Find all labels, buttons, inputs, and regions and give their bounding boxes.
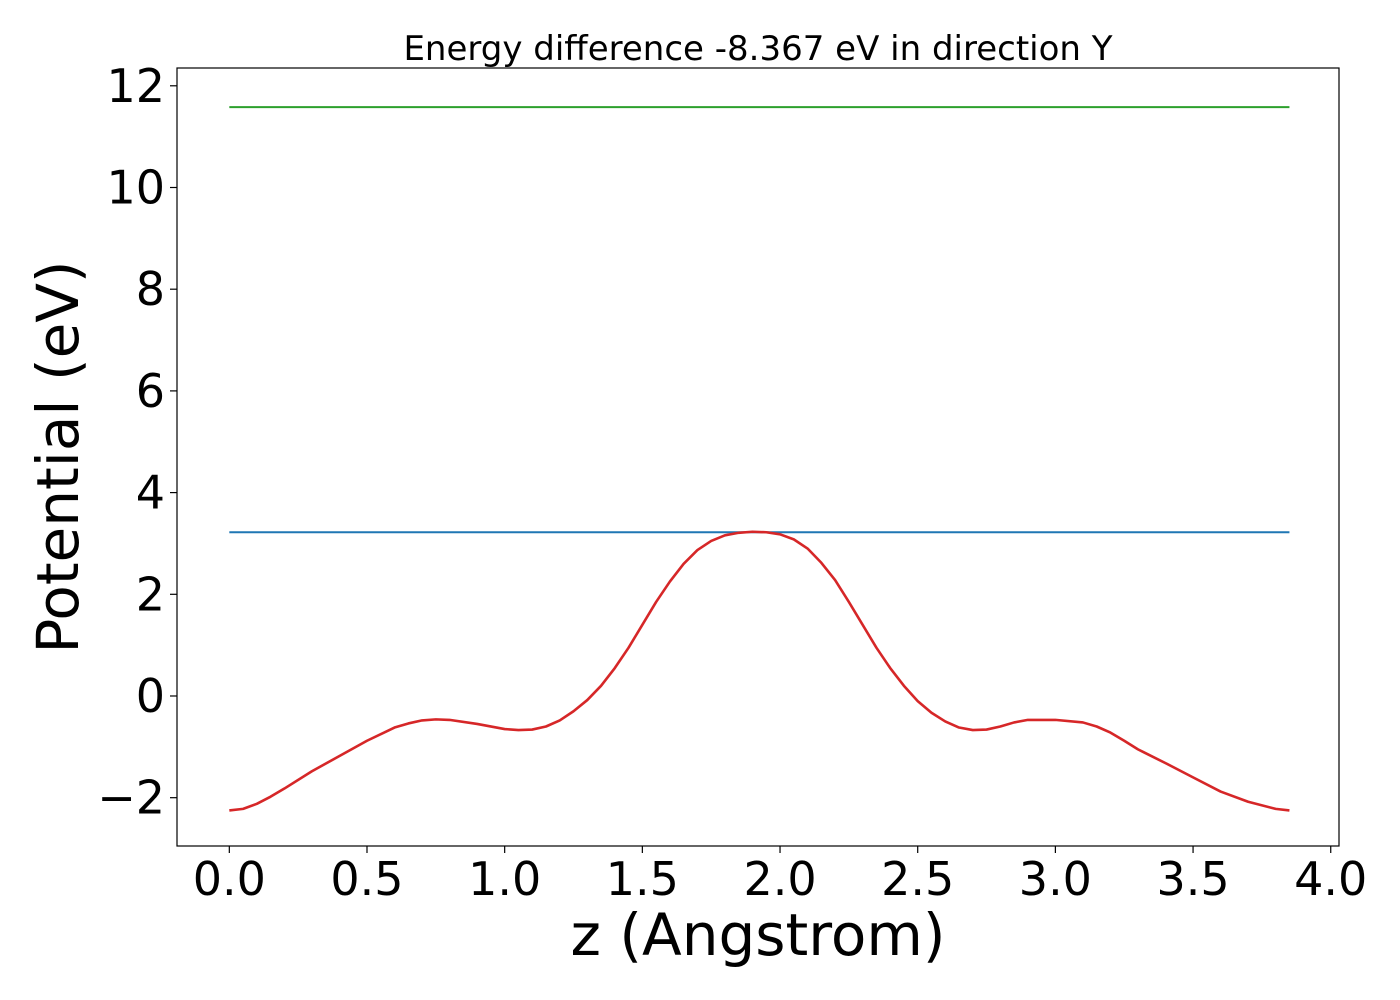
y-tick-label: 0 xyxy=(136,669,165,723)
y-tick-label: 8 xyxy=(136,262,165,316)
y-tick-label: 10 xyxy=(106,160,165,214)
y-tick-label: 12 xyxy=(106,59,165,113)
plot-frame xyxy=(176,67,1340,847)
x-tick-label: 1.5 xyxy=(606,852,679,906)
x-tick-label: 1.0 xyxy=(468,852,541,906)
x-tick-label: 3.5 xyxy=(1156,852,1229,906)
chart-title: Energy difference -8.367 eV in direction… xyxy=(403,29,1112,69)
y-axis: −2 0 2 4 6 8 10 12 xyxy=(97,59,177,825)
x-tick-label: 2.0 xyxy=(743,852,816,906)
y-tick-label: 6 xyxy=(136,364,165,418)
series-layer xyxy=(229,106,1290,812)
series-line-2 xyxy=(229,530,1290,812)
x-axis-label: z (Angstrom) xyxy=(571,901,946,969)
y-tick-label: 4 xyxy=(136,466,165,520)
x-tick-label: 0.0 xyxy=(193,852,266,906)
x-axis: 0.0 0.5 1.0 1.5 2.0 2.5 3.0 3.5 4.0 xyxy=(193,846,1367,906)
x-tick-label: 0.5 xyxy=(330,852,403,906)
y-tick-label: −2 xyxy=(97,771,165,825)
x-tick-label: 2.5 xyxy=(881,852,954,906)
x-tick-label: 4.0 xyxy=(1294,852,1367,906)
x-tick-label: 3.0 xyxy=(1019,852,1092,906)
plot-area xyxy=(176,67,1340,847)
y-axis-label: Potential (eV) xyxy=(24,260,92,653)
y-tick-label: 2 xyxy=(136,567,165,621)
